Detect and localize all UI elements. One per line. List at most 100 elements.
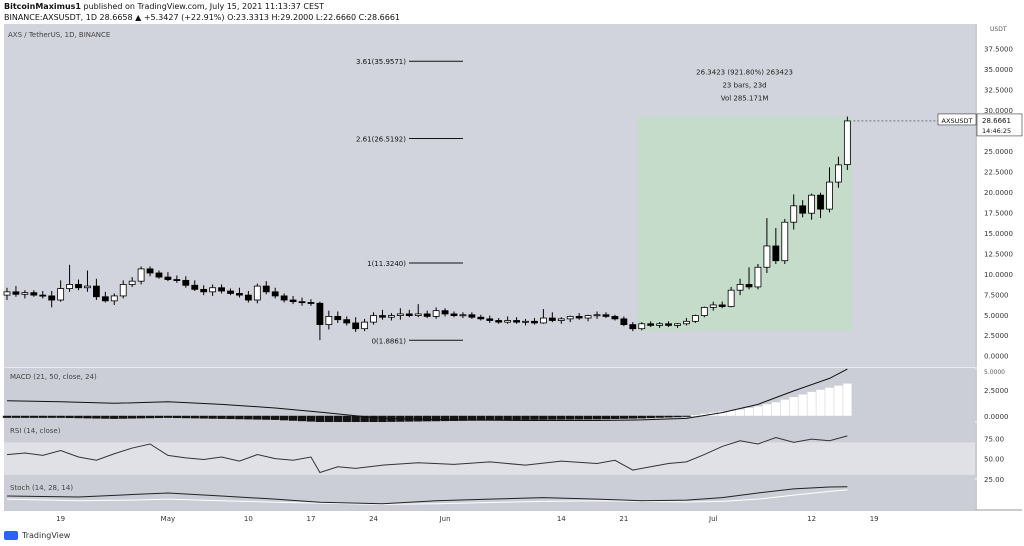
macd-histogram-bar — [583, 415, 593, 420]
macd-histogram-bar — [145, 415, 155, 419]
macd-histogram-bar — [360, 415, 369, 423]
candle-body — [736, 284, 744, 291]
fib-level-label: 2.61(26.5192) — [356, 136, 406, 144]
macd-histogram-bar — [315, 415, 325, 422]
macd-histogram-bar — [2, 415, 12, 418]
macd-histogram-bar — [780, 399, 789, 416]
macd-histogram-bar — [557, 415, 566, 420]
candle-body — [691, 315, 699, 322]
candle-body — [432, 310, 440, 317]
macd-histogram-bar — [762, 404, 772, 416]
macd-histogram-bar — [825, 387, 834, 416]
macd-histogram-bar — [253, 415, 262, 420]
candle-body — [21, 292, 29, 295]
macd-histogram-bar — [262, 415, 271, 420]
trading-chart[interactable]: AXS / TetherUS, 1D, BINANCE 26.3423 (921.… — [0, 24, 1024, 534]
macd-histogram-bar — [700, 413, 709, 416]
price-range-box — [637, 116, 852, 332]
fib-level-label: 1(11.3240) — [367, 260, 406, 268]
candle-body — [423, 313, 431, 317]
macd-line — [6, 368, 848, 421]
candle-body — [343, 319, 351, 324]
candle-body — [370, 315, 377, 323]
candle-body — [155, 272, 163, 278]
candle-body — [30, 292, 38, 296]
macd-histogram-bar — [744, 407, 754, 416]
candle-body — [817, 194, 824, 210]
price-tick-label: 7.5000 — [984, 291, 1009, 299]
candle-body — [531, 320, 538, 324]
candle-body — [334, 315, 342, 321]
macd-histogram-bar — [226, 415, 235, 420]
time-tick-label: 21 — [619, 515, 628, 523]
candle-body — [602, 314, 610, 317]
footer-brand-label: TradingView — [22, 531, 71, 540]
macd-histogram-bar — [244, 415, 253, 420]
candle-body — [611, 315, 619, 320]
price-tick-label: 20.0000 — [984, 189, 1013, 197]
candle-body — [450, 313, 458, 316]
header-publisher: BitcoinMaximus1 published on TradingView… — [4, 2, 324, 11]
macd-top-tick-label: 5.0000 — [984, 369, 1005, 376]
macd-histogram-bar — [467, 415, 477, 421]
price-tick-label: 5.0000 — [984, 312, 1009, 320]
stoch-signal-line — [6, 489, 848, 505]
time-tick-label: 19 — [870, 515, 879, 523]
macd-histogram-bar — [753, 406, 763, 416]
macd-histogram-bar — [566, 415, 575, 420]
macd-histogram-bar — [771, 402, 781, 416]
macd-histogram-bar — [494, 415, 503, 421]
chart-title: AXS / TetherUS, 1D, BINANCE — [8, 31, 110, 39]
candle-body — [647, 323, 655, 326]
macd-histogram-bar — [65, 415, 74, 419]
candle-body — [388, 315, 395, 318]
macd-histogram-bar — [235, 415, 244, 420]
last-price-tag — [976, 113, 1023, 137]
stoch-line — [6, 486, 848, 505]
time-tick-label: May — [161, 515, 175, 523]
macd-histogram-bar — [92, 415, 101, 419]
candle-body — [522, 320, 529, 323]
candle-body — [459, 314, 467, 317]
macd-histogram-bar — [726, 410, 736, 416]
macd-histogram-bar — [476, 415, 486, 421]
time-tick-label: 10 — [244, 515, 253, 523]
macd-histogram-bar — [548, 415, 557, 420]
candle-body — [468, 314, 476, 318]
candle-body — [843, 120, 851, 166]
price-axis-background — [976, 24, 1022, 510]
macd-histogram-bar — [798, 394, 807, 416]
price-tick-label: 0.0000 — [984, 353, 1009, 361]
macd-histogram-bar — [789, 397, 798, 416]
candle-body — [3, 291, 11, 296]
candle-body — [405, 313, 413, 316]
macd-histogram-bar — [449, 415, 459, 421]
macd-histogram-bar — [127, 415, 137, 419]
rsi-line — [6, 435, 848, 474]
macd-histogram-bar — [834, 385, 843, 416]
stoch-panel-background — [4, 479, 975, 510]
time-tick-label: 14 — [557, 515, 566, 523]
candle-body — [236, 293, 243, 296]
candle-body — [826, 181, 833, 210]
header-symbol-line: BINANCE:AXSUSDT, 1D 28.6658 ▲ +5.3427 (+… — [4, 13, 401, 22]
price-tick-label: 30.0000 — [984, 107, 1013, 115]
macd-histogram-bar — [369, 415, 378, 423]
rsi-tick-label: 50.00 — [984, 456, 1004, 464]
candle-body — [12, 291, 20, 295]
macd-histogram-bar — [503, 415, 512, 421]
macd-histogram-bar — [646, 415, 655, 419]
macd-histogram-bar — [512, 415, 521, 421]
macd-histogram-bar — [422, 415, 432, 422]
candle-body — [674, 323, 681, 326]
macd-histogram-bar — [807, 391, 816, 416]
candle-body — [790, 205, 798, 223]
macd-histogram-bar — [172, 415, 182, 419]
tradingview-logo-icon — [4, 531, 18, 540]
symbol-tag — [937, 113, 977, 126]
candle-body — [289, 299, 297, 303]
time-tick-label: 19 — [56, 515, 65, 523]
candle-body — [271, 291, 279, 297]
macd-histogram-bar — [351, 415, 360, 423]
rsi-band — [4, 442, 975, 475]
